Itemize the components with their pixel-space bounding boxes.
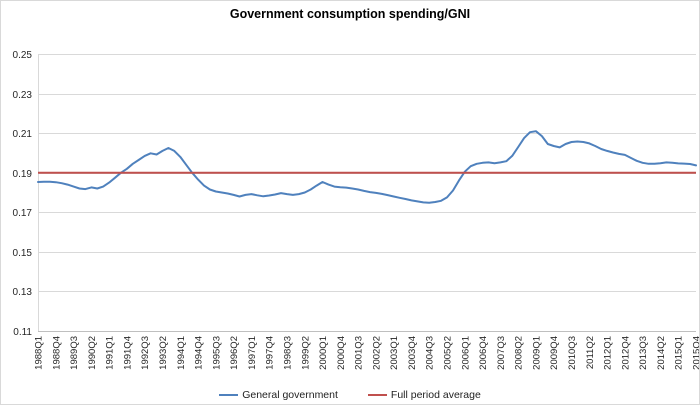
x-tick-label: 2003Q1 (389, 336, 400, 370)
series-line-general-government (37, 130, 697, 204)
x-tick-label: 1996Q2 (229, 336, 240, 370)
x-tick-label: 1997Q4 (265, 336, 276, 370)
x-tick-label: 2008Q2 (514, 336, 525, 370)
x-tick-label: 1991Q4 (122, 336, 133, 370)
x-tick-label: 2014Q2 (656, 336, 667, 370)
x-tick-label: 2004Q3 (425, 336, 436, 370)
x-tick-label: 2007Q3 (496, 336, 507, 370)
x-tick-label: 2006Q1 (460, 336, 471, 370)
legend-item-full-period-average: Full period average (367, 389, 481, 401)
legend-line-swatch-blue (219, 394, 239, 396)
x-tick-label: 1991Q1 (105, 336, 116, 370)
y-tick-label: 0.19 (13, 169, 33, 180)
x-tick-label: 1997Q1 (247, 336, 258, 370)
y-tick-label: 0.25 (13, 50, 33, 61)
x-tick-label: 1998Q3 (282, 336, 293, 370)
x-tick-label: 2015Q4 (692, 336, 700, 370)
x-tick-label: 2012Q4 (620, 336, 631, 370)
x-tick-label: 2003Q4 (407, 336, 418, 370)
x-tick-label: 1988Q4 (51, 336, 62, 370)
x-tick-label: 2015Q1 (674, 336, 685, 370)
legend-label: Full period average (390, 389, 481, 401)
x-tick-label: 2011Q2 (585, 336, 596, 369)
x-tick-label: 2013Q3 (638, 336, 649, 370)
y-tick-label: 0.23 (13, 90, 33, 101)
x-tick-label: 2006Q4 (478, 336, 489, 370)
x-tick-label: 2002Q2 (371, 336, 382, 370)
x-tick-label: 2001Q3 (354, 336, 365, 370)
x-tick-label: 1988Q1 (34, 336, 45, 370)
x-tick-label: 1992Q3 (140, 336, 151, 370)
x-tick-label: 1989Q3 (69, 336, 80, 370)
legend-item-general-government: General government (219, 389, 338, 401)
y-tick-label: 0.17 (13, 208, 33, 219)
x-tick-label: 1993Q2 (158, 336, 169, 370)
x-tick-label: 2000Q1 (318, 336, 329, 370)
x-tick-label: 2009Q4 (549, 336, 560, 370)
y-tick-label: 0.13 (13, 287, 33, 298)
x-tick-label: 2010Q3 (567, 336, 578, 370)
y-tick-label: 0.21 (13, 129, 33, 140)
x-tick-label: 2000Q4 (336, 336, 347, 370)
y-tick-label: 0.15 (13, 248, 33, 259)
y-tick-label: 0.11 (13, 327, 32, 338)
x-tick-label: 1994Q1 (176, 336, 187, 370)
legend: General government Full period average (1, 389, 699, 401)
legend-line-swatch-red (367, 394, 387, 396)
x-tick-label: 1999Q2 (300, 336, 311, 370)
x-tick-label: 1990Q2 (87, 336, 98, 370)
chart-title: Government consumption spending/GNI (229, 7, 471, 21)
x-tick-label: 2005Q2 (443, 336, 454, 370)
x-tick-label: 1994Q4 (194, 336, 205, 370)
x-tick-label: 1995Q3 (211, 336, 222, 370)
x-tick-label: 2009Q1 (531, 336, 542, 370)
x-tick-label: 2012Q1 (603, 336, 614, 370)
legend-label: General government (242, 389, 338, 401)
